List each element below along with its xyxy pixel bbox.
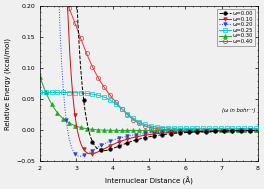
ω=0.40 (256, 129, 260, 131)
ω=0.30 (172, 129, 176, 131)
ω=0.00 (168, 133, 171, 135)
ω=0.20 (169, 131, 172, 133)
ω=0.25 (236, 127, 239, 129)
ω=0.20 (78, 155, 82, 157)
ω=0.30 (169, 129, 172, 131)
ω=0.00 (256, 129, 260, 132)
ω=0.25 (172, 127, 175, 129)
ω=0.25 (38, 91, 41, 94)
ω=0.00 (172, 132, 176, 135)
ω=0.40 (167, 129, 171, 131)
ω=0.30 (125, 129, 128, 132)
ω=0.20 (168, 131, 171, 133)
X-axis label: Internuclear Distance (Å): Internuclear Distance (Å) (105, 177, 193, 185)
ω=0.20 (172, 130, 176, 133)
ω=0.00 (102, 149, 105, 152)
ω=0.10 (89, 153, 93, 155)
ω=0.40 (222, 129, 225, 131)
ω=0.30 (237, 129, 240, 131)
Text: (ω in bohr⁻¹): (ω in bohr⁻¹) (222, 108, 256, 114)
Line: ω=0.40: ω=0.40 (38, 0, 260, 132)
ω=0.10 (223, 130, 226, 132)
ω=0.10 (256, 129, 260, 132)
ω=0.25 (39, 91, 42, 94)
ω=0.20 (237, 129, 240, 132)
ω=0.40 (172, 129, 175, 131)
Line: ω=0.30: ω=0.30 (38, 75, 260, 132)
ω=0.30 (39, 78, 42, 80)
ω=0.20 (223, 129, 226, 132)
ω=0.10 (172, 131, 176, 133)
ω=0.10 (237, 129, 240, 132)
Line: ω=0.10: ω=0.10 (38, 0, 260, 156)
ω=0.00 (169, 133, 172, 135)
ω=0.30 (168, 129, 171, 131)
ω=0.30 (256, 129, 260, 131)
ω=0.25 (222, 127, 225, 129)
ω=0.30 (38, 76, 41, 78)
Y-axis label: Relative Energy (kcal/mol): Relative Energy (kcal/mol) (4, 38, 11, 130)
ω=0.30 (223, 129, 226, 131)
ω=0.25 (256, 127, 260, 129)
Line: ω=0.25: ω=0.25 (38, 91, 260, 130)
ω=0.10 (168, 131, 171, 134)
ω=0.25 (168, 127, 171, 129)
ω=0.40 (168, 129, 171, 131)
Legend: ω=0.00, ω=0.10, ω=0.20, ω=0.25, ω=0.30, ω=0.40: ω=0.00, ω=0.10, ω=0.20, ω=0.25, ω=0.30, … (217, 9, 255, 46)
Line: ω=0.20: ω=0.20 (38, 0, 260, 158)
ω=0.00 (223, 130, 226, 132)
ω=0.40 (236, 129, 239, 131)
ω=0.10 (169, 131, 172, 134)
ω=0.00 (237, 130, 240, 132)
Line: ω=0.00: ω=0.00 (38, 0, 260, 152)
ω=0.25 (167, 127, 171, 129)
ω=0.20 (256, 129, 260, 132)
